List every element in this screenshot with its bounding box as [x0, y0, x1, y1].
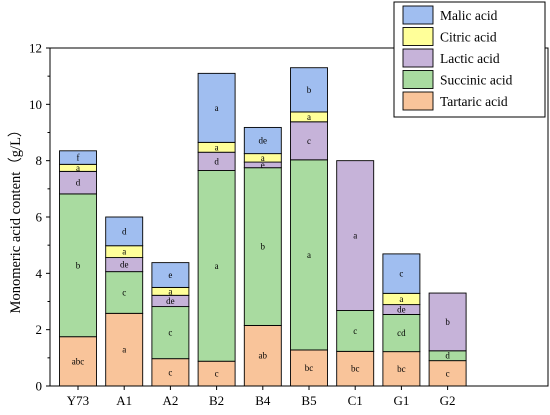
y-tick-label: 8: [36, 153, 43, 168]
bar-segment-a2-tartaric-acid: [151, 358, 190, 387]
legend-swatch: [402, 5, 434, 25]
bar-segment-letter: d: [445, 351, 450, 361]
bar-segment-letter: de: [120, 260, 129, 270]
bar-segment-letter: b: [445, 317, 450, 327]
bar-segment-g1-malic-acid: [382, 253, 421, 294]
y-tick-label: 10: [29, 97, 42, 112]
y-tick-label: 2: [36, 322, 43, 337]
bar-segment-letter: abc: [72, 356, 85, 366]
legend-label: Citric acid: [440, 30, 497, 45]
bar-segment-letter: c: [307, 136, 311, 146]
bar-segment-letter: b: [76, 260, 81, 270]
bar-segment-letter: e: [261, 160, 265, 170]
x-tick-label: A1: [116, 393, 132, 408]
bar-segment-letter: b: [261, 242, 266, 252]
bar-segment-a1-malic-acid: [105, 216, 144, 247]
bar-segment-letter: de: [166, 296, 175, 306]
bar-segment-b4-tartaric-acid: [243, 324, 282, 387]
bar-segment-letter: a: [122, 345, 126, 355]
y-axis-title: Monomeric acid content（g/L）: [7, 123, 24, 314]
legend-swatch: [402, 91, 434, 111]
bar-segment-letter: c: [168, 367, 172, 377]
bar-segment-letter: a: [215, 142, 219, 152]
bar-segment-letter: a: [261, 153, 265, 163]
bar-segment-letter: a: [76, 163, 80, 173]
x-tick-label: B4: [255, 393, 271, 408]
bar-segment-letter: a: [399, 294, 403, 304]
bar-segment-c1-tartaric-acid: [336, 350, 375, 387]
bar-segment-letter: a: [307, 112, 311, 122]
y-tick-label: 0: [36, 379, 43, 394]
bar-segment-letter: a: [215, 103, 219, 113]
x-tick-label: B2: [209, 393, 224, 408]
bar-segment-b5-malic-acid: [290, 67, 328, 113]
x-tick-label: G2: [440, 393, 456, 408]
legend-label: Succinic acid: [440, 73, 513, 88]
bar-segment-b2-succinic-acid: [197, 170, 236, 362]
bar-segment-letter: de: [259, 136, 268, 146]
bar-segment-a2-malic-acid: [151, 262, 190, 288]
legend-swatch: [402, 70, 434, 89]
bar-segment-letter: c: [122, 287, 126, 297]
x-tick-label: C1: [348, 393, 363, 408]
bar-segment-letter: c: [446, 368, 450, 378]
bar-segment-letter: c: [168, 328, 172, 338]
bar-segment-b5-tartaric-acid: [290, 349, 328, 387]
bar-segment-b5-succinic-acid: [290, 159, 328, 351]
bar-segment-letter: cd: [397, 328, 406, 338]
bar-segment-letter: a: [122, 247, 126, 257]
bar-segment-y73-malic-acid: [59, 150, 97, 165]
y-tick-label: 12: [29, 41, 42, 56]
bar-segment-letter: b: [307, 85, 312, 95]
y-tick-label: 6: [36, 210, 43, 225]
x-tick-label: G1: [393, 393, 409, 408]
bar-segment-c1-lactic-acid: [336, 160, 375, 311]
y-tick-label: 4: [36, 266, 43, 281]
x-tick-label: Y73: [67, 393, 89, 408]
bar-segment-letter: e: [168, 270, 172, 280]
bar-segment-letter: d: [76, 178, 81, 188]
legend-swatch: [402, 48, 434, 68]
bars-layer: abcbdafacdeadccdeaecadaaabbeadebcacabbcc…: [59, 67, 467, 387]
legend-label: Malic acid: [440, 8, 498, 23]
bar-segment-a1-succinic-acid: [105, 271, 144, 314]
legend-label: Tartaric acid: [440, 94, 508, 109]
x-tick-label: A2: [162, 393, 178, 408]
bar-segment-letter: de: [397, 305, 406, 315]
bar-segment-letter: c: [399, 269, 403, 279]
bar-segment-letter: bc: [397, 364, 406, 374]
bar-segment-letter: bc: [305, 363, 314, 373]
bar-segment-letter: bc: [351, 364, 360, 374]
bar-segment-letter: a: [307, 250, 311, 260]
bar-segment-b4-succinic-acid: [243, 167, 282, 326]
tick-labels-layer: 0 2 4 6 8 10 12 Y73 A1 A2 B2 B4 B5 C1 G1 G2: [29, 41, 456, 409]
bar-segment-letter: a: [215, 261, 219, 271]
bar-segment-letter: ab: [259, 351, 268, 361]
legend-label: Lactic acid: [440, 51, 500, 66]
bar-segment-letter: a: [168, 286, 172, 296]
bar-segment-letter: c: [215, 369, 219, 379]
bar-segment-letter: d: [122, 226, 127, 236]
bar-segment-g2-lactic-acid: [428, 292, 467, 352]
bar-segment-y73-succinic-acid: [59, 193, 97, 338]
bar-segment-b4-malic-acid: [243, 126, 282, 155]
legend: Malic acid Citric acid Lactic acid Succinic…: [393, 1, 546, 118]
bar-segment-g1-succinic-acid: [382, 314, 421, 353]
bar-segment-letter: d: [214, 156, 219, 166]
x-tick-label: B5: [301, 393, 316, 408]
bar-segment-letter: c: [353, 326, 357, 336]
bar-segment-letter: f: [77, 153, 80, 163]
bar-segment-b5-lactic-acid: [290, 121, 328, 161]
bar-segment-c1-succinic-acid: [336, 310, 375, 352]
axes-layer: [46, 47, 549, 390]
bar-segment-b2-malic-acid: [197, 72, 236, 143]
bar-segment-letter: a: [353, 231, 357, 241]
legend-swatch: [402, 27, 434, 46]
bar-segment-y73-tartaric-acid: [59, 336, 97, 387]
